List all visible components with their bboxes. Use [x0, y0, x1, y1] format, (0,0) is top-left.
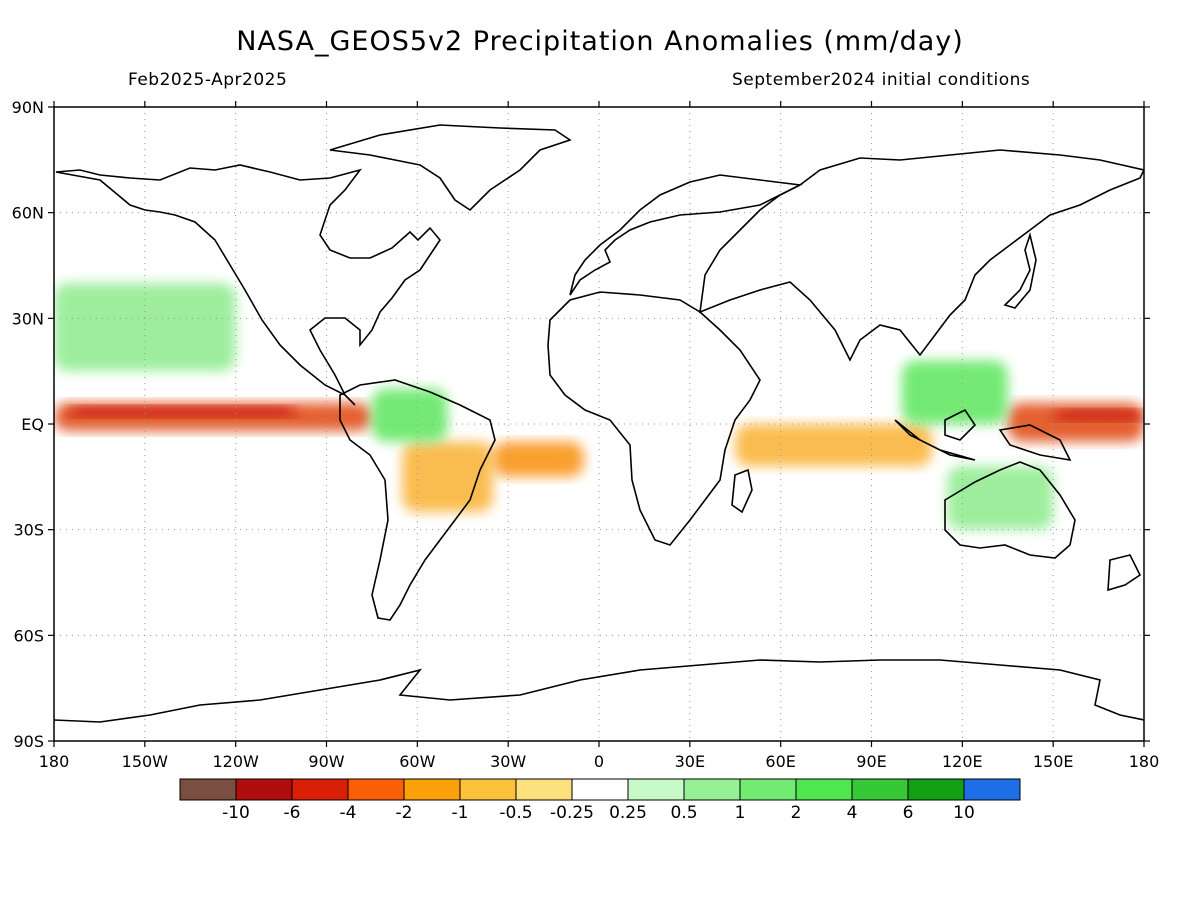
colorbar: -10 -6 -4 -2 -1 -0.5 -0.25 0.25 0.5 1 2 4 6 10: [179, 778, 1021, 823]
lon-tick-label: 150E: [1033, 752, 1074, 771]
coast-madagascar: [731, 468, 753, 514]
lat-tick-label: 60N: [12, 204, 44, 223]
coast-antarctica: [54, 659, 1144, 723]
lon-tick-label: 0: [594, 752, 604, 771]
lat-tick-label: 90N: [12, 98, 44, 117]
map-title: NASA_GEOS5v2 Precipitation Anomalies (mm…: [236, 26, 964, 57]
colorbar-label: 4: [847, 803, 858, 823]
colorbar-swatch: [963, 778, 1021, 801]
colorbar-label: -10: [222, 803, 250, 823]
initial-conditions: September2024 initial conditions: [732, 70, 1031, 90]
colorbar-swatch: [683, 778, 741, 801]
lon-tick-label: 90W: [308, 752, 344, 771]
lon-tick-label: 90E: [856, 752, 886, 771]
anomaly-fields: [54, 283, 1144, 530]
coast-europe: [569, 174, 803, 296]
lon-tick-label: 180: [1129, 752, 1160, 771]
lon-tick-label: 60W: [399, 752, 435, 771]
colorbar-label: -2: [396, 803, 413, 823]
colorbar-swatch: [851, 778, 909, 801]
lon-tick-label: 120W: [212, 752, 259, 771]
lon-tick-label: 150W: [122, 752, 169, 771]
colorbar-label: -1: [452, 803, 469, 823]
colorbar-label: 1: [735, 803, 746, 823]
lat-tick-label: 30S: [13, 521, 44, 540]
lat-tick-label: EQ: [21, 415, 44, 434]
anomaly-west-pacific-core: [1053, 409, 1144, 421]
anomaly-amazon-wet: [371, 388, 448, 442]
lat-tick-label: 90S: [13, 732, 44, 751]
coast-borneo: [944, 408, 977, 441]
anomaly-south-atlantic-dry: [493, 441, 584, 477]
colorbar-label: -6: [284, 803, 301, 823]
colorbar-label: -4: [340, 803, 357, 823]
coast-north-america: [55, 164, 441, 406]
colorbar-swatch: [739, 778, 797, 801]
coast-australia: [944, 461, 1076, 559]
colorbar-swatch: [627, 778, 685, 801]
colorbar-swatch: [403, 778, 461, 801]
coast-south-america: [339, 379, 496, 621]
coast-japan: [1003, 232, 1037, 309]
coast-greenland: [329, 124, 572, 212]
lon-tick-label: 60E: [765, 752, 795, 771]
colorbar-label: 0.25: [609, 803, 647, 823]
colorbar-swatch: [235, 778, 293, 801]
colorbar-swatch: [907, 778, 965, 801]
colorbar-label: 2: [791, 803, 802, 823]
anomaly-central-pacific-core: [69, 406, 297, 417]
lat-tick-label: 30N: [12, 309, 44, 328]
anomaly-maritime-continent-wet: [901, 360, 1008, 424]
colorbar-swatch: [571, 778, 629, 801]
anomaly-australia-wet: [947, 466, 1054, 530]
coastlines: [54, 124, 1144, 723]
coast-new-zealand: [1107, 554, 1142, 592]
coast-africa: [547, 291, 761, 546]
colorbar-swatch: [515, 778, 573, 801]
colorbar-swatch: [179, 778, 237, 801]
colorbar-label: -0.5: [499, 803, 532, 823]
lon-tick-label: 120E: [942, 752, 983, 771]
colorbar-swatch: [459, 778, 517, 801]
lon-tick-label: 180: [39, 752, 70, 771]
anomaly-west-pacific-dry-band: [1007, 402, 1144, 442]
coast-new-guinea: [998, 424, 1072, 462]
colorbar-swatch: [291, 778, 349, 801]
lon-tick-label: 30E: [675, 752, 705, 771]
colorbar-label: 0.5: [670, 803, 697, 823]
anomaly-indian-ocean-dry: [735, 424, 933, 467]
lon-tick-label: 30W: [490, 752, 526, 771]
coast-asia: [699, 149, 1144, 362]
forecast-period: Feb2025-Apr2025: [128, 70, 288, 90]
colorbar-label: 6: [903, 803, 914, 823]
colorbar-label: 10: [953, 803, 975, 823]
graticule: [54, 107, 1144, 741]
colorbar-label: -0.25: [550, 803, 594, 823]
anomaly-north-pacific-wet: [54, 283, 236, 372]
colorbar-swatch: [795, 778, 853, 801]
lat-tick-label: 60S: [13, 626, 44, 645]
colorbar-swatch: [347, 778, 405, 801]
anomaly-brazil-dry: [402, 441, 494, 513]
coast-indonesia: [894, 419, 976, 461]
